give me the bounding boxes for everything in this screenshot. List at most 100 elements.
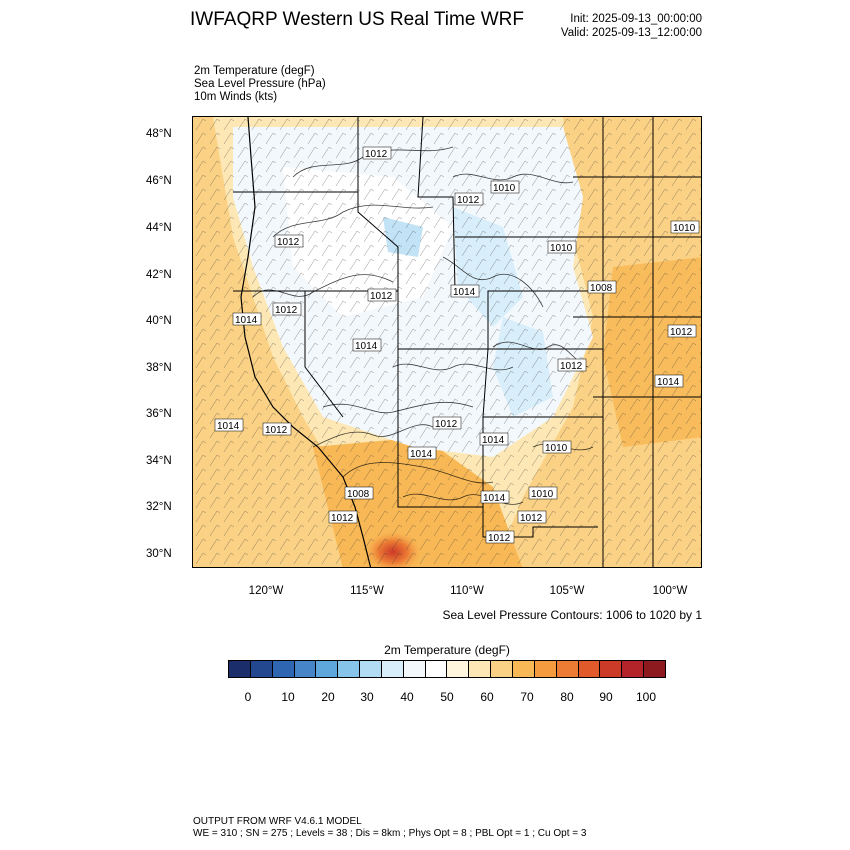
pressure-labels: 1012 1010 1012 1012 1010 1010 1008 1012 … [214,146,700,544]
lon-label: 100°W [652,585,688,597]
pressure-label-box: 1012 [328,510,358,524]
pressure-label: 1012 [275,305,298,316]
field-label-winds: 10m Winds (kts) [194,91,278,103]
colorbar-swatch [578,661,601,677]
pressure-label: 1010 [531,489,554,500]
pressure-label: 1012 [520,513,543,524]
colorbar-tick-label: 80 [560,690,574,704]
colorbar-tick-label: 100 [635,690,657,704]
valid-time: Valid: 2025-09-13_12:00:00 [560,27,702,39]
colorbar-swatch [491,661,513,677]
pressure-label-box: 1012 [517,510,547,524]
pressure-label: 1014 [217,421,240,432]
colorbar-tick-label: 90 [599,690,613,704]
pressure-label: 1014 [482,435,505,446]
colorbar-swatch [534,661,557,677]
slp-contour-note: Sea Level Pressure Contours: 1006 to 102… [442,608,703,622]
pressure-label: 1012 [331,513,354,524]
pressure-label-box: 1012 [274,234,304,248]
colorbar-tick-label: 50 [440,690,454,704]
field-label-pressure: Sea Level Pressure (hPa) [194,78,326,90]
lat-label: 48°N [146,128,172,140]
colorbar-swatch [381,661,404,677]
pressure-label: 1008 [590,283,613,294]
colorbar-swatch [316,661,339,677]
pressure-label: 1014 [657,377,680,388]
pressure-label: 1012 [457,195,480,206]
lon-label: 120°W [248,585,284,597]
colorbar-tick-label: 30 [360,690,374,704]
colorbar-swatch [338,661,361,677]
wind-barbs [193,117,701,567]
pressure-label-box: 1014 [479,432,509,446]
pressure-label: 1012 [370,291,393,302]
pressure-label-box: 1014 [407,446,437,460]
lat-label: 32°N [146,501,172,513]
lon-label: 115°W [350,585,384,597]
pressure-label-box: 1012 [262,422,292,436]
pressure-label: 1012 [277,237,300,248]
pressure-label-box: 1010 [670,220,700,234]
colorbar-swatch [512,661,535,677]
pressure-label: 1014 [453,287,476,298]
pressure-label-box: 1012 [432,416,462,430]
colorbar-swatch [250,661,273,677]
colorbar-swatch [360,661,382,677]
field-label-temperature: 2m Temperature (degF) [194,65,315,77]
pressure-label: 1012 [435,419,458,430]
pressure-label-box: 1010 [528,486,558,500]
colorbar-swatch [556,661,579,677]
lon-label: 110°W [450,585,484,597]
pressure-label-box: 1008 [344,486,374,500]
init-time: Init: 2025-09-13_00:00:00 [570,13,702,25]
pressure-label-box: 1012 [454,192,484,206]
pressure-label: 1010 [545,443,568,454]
pressure-label: 1010 [550,243,573,254]
colorbar-title: 2m Temperature (degF) [384,643,510,657]
lat-label: 30°N [146,548,172,560]
map-panel: 1012 1010 1012 1012 1010 1010 1008 1012 … [192,116,702,568]
pressure-label: 1014 [483,493,506,504]
colorbar-swatch [403,661,426,677]
pressure-label-box: 1010 [547,240,577,254]
pressure-label-box: 1014 [352,338,382,352]
lat-label: 46°N [146,175,172,187]
colorbar-tick-label: 40 [400,690,414,704]
colorbar-tick-label: 10 [281,690,295,704]
pressure-label-box: 1012 [272,302,302,316]
pressure-label-box: 1014 [450,284,480,298]
lat-label: 42°N [146,269,172,281]
model-config: WE = 310 ; SN = 275 ; Levels = 38 ; Dis … [193,828,587,839]
colorbar-swatch [600,661,623,677]
pressure-label: 1012 [670,327,693,338]
colorbar-swatch [469,661,492,677]
lat-label: 44°N [146,222,172,234]
lat-label: 40°N [146,315,172,327]
pressure-label: 1010 [493,183,516,194]
lat-label: 34°N [146,455,172,467]
colorbar-tick-label: 70 [520,690,534,704]
lat-label: 36°N [146,408,172,420]
temperature-map: 1012 1010 1012 1012 1010 1010 1008 1012 … [193,117,701,567]
pressure-label: 1012 [265,425,288,436]
colorbar-swatch [447,661,470,677]
colorbar-tick-label: 0 [244,690,252,704]
colorbar-swatch [644,661,665,677]
pressure-label: 1014 [235,315,258,326]
lat-label: 38°N [146,362,172,374]
pressure-label: 1012 [365,149,388,160]
pressure-label: 1012 [488,533,511,544]
temperature-colorbar [228,660,666,678]
pressure-label-box: 1012 [667,324,697,338]
colorbar-swatch [425,661,448,677]
pressure-label-box: 1010 [542,440,572,454]
pressure-label: 1014 [355,341,378,352]
pressure-label: 1010 [673,223,696,234]
pressure-label-box: 1014 [480,490,510,504]
pressure-label-box: 1008 [587,280,617,294]
colorbar-swatch [622,661,645,677]
colorbar-tick-label: 60 [480,690,494,704]
pressure-label-box: 1012 [557,358,587,372]
pressure-label: 1014 [410,449,433,460]
pressure-label-box: 1014 [232,312,262,326]
